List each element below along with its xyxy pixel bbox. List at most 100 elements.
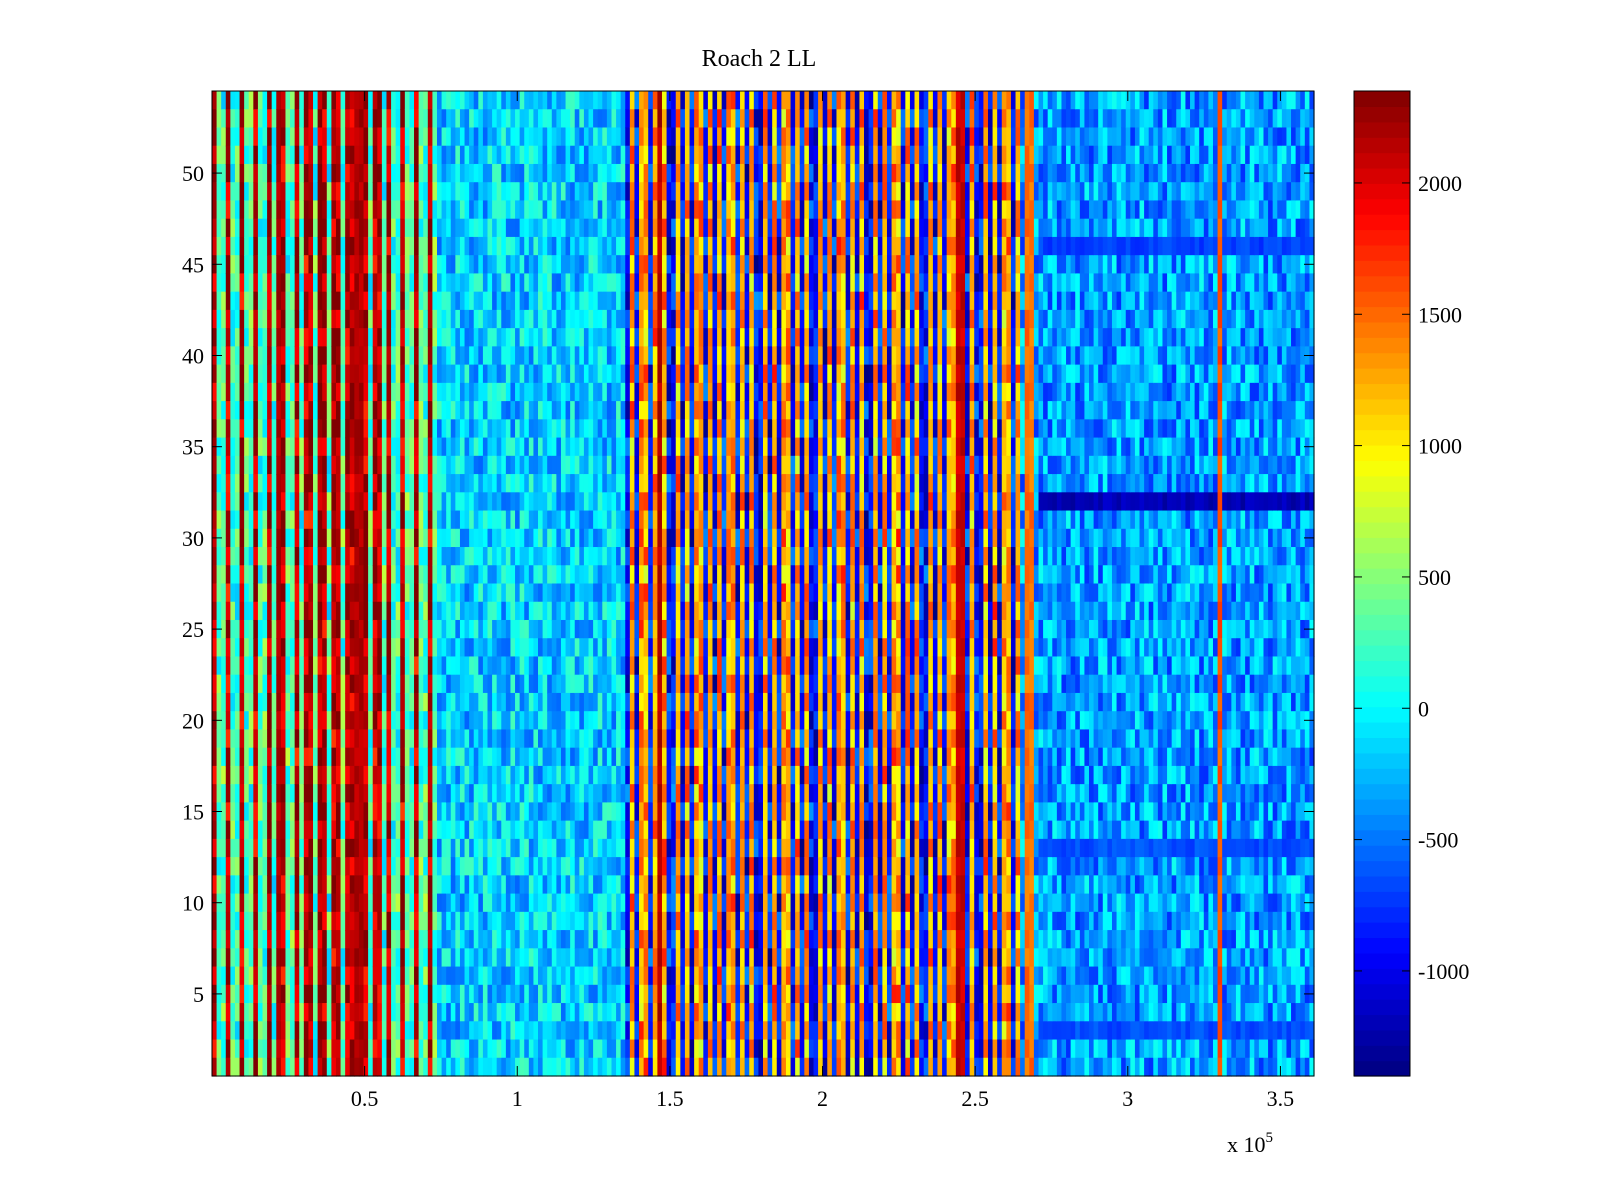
heatmap-cell [345,1057,351,1077]
heatmap-cell [294,857,300,876]
heatmap-cell [436,455,443,475]
heatmap-cell [317,91,323,110]
heatmap-cell [459,401,466,420]
heatmap-cell [395,857,401,876]
heatmap-cell [253,638,259,658]
heatmap-cell [340,309,346,329]
heatmap-cell [459,784,466,803]
heatmap-cell [303,893,310,913]
heatmap-cell [538,747,544,767]
heatmap-cell [616,966,622,986]
heatmap-cell [294,875,300,895]
heatmap-cell [634,474,640,493]
heatmap-cell [560,711,567,731]
heatmap-cell [225,474,231,493]
heatmap-cell [299,583,305,603]
heatmap-cell [418,820,424,840]
heatmap-cell [317,309,323,329]
heatmap-cell [372,218,378,238]
heatmap-cell [570,346,576,366]
heatmap-cell [372,455,378,475]
heatmap-cell [308,547,314,566]
heatmap-cell [524,565,530,585]
heatmap-cell [377,163,383,183]
heatmap-cell [294,91,300,110]
heatmap-cell [349,182,355,202]
heatmap-cell [244,747,250,767]
heatmap-cell [606,656,613,676]
heatmap-cell [414,382,420,402]
heatmap-cell [496,492,502,512]
heatmap-cell [487,674,493,694]
heatmap-cell [515,656,521,676]
heatmap-cell [400,711,406,731]
heatmap-cell [629,328,636,347]
heatmap-cell [560,109,567,129]
heatmap-cell [234,455,241,475]
heatmap-cell [381,528,388,548]
heatmap-cell [579,328,585,347]
heatmap-cell [271,674,277,694]
heatmap-cell [501,1039,507,1059]
heatmap-cell [616,802,622,822]
heatmap-cell [216,510,222,530]
heatmap-cell [331,857,337,876]
heatmap-cell [551,328,557,347]
heatmap-cell [290,601,296,621]
heatmap-cell [234,1021,241,1041]
heatmap-cell [606,273,613,293]
heatmap-cell [450,893,456,913]
heatmap-cell [267,966,273,986]
heatmap-cell [620,601,626,621]
heatmap-cell [611,729,617,749]
heatmap-cell [574,127,580,147]
heatmap-cell [501,966,507,986]
heatmap-cell [616,455,622,475]
heatmap-cell [519,182,525,202]
heatmap-cell [625,419,631,439]
heatmap-cell [313,857,319,876]
heatmap-cell [492,163,498,183]
heatmap-cell [469,711,475,731]
heatmap-cell [459,364,466,384]
heatmap-cell [519,565,525,585]
heatmap-cell [271,820,277,840]
heatmap-cell [579,820,585,840]
heatmap-cell [322,255,328,275]
heatmap-cell [505,820,512,840]
heatmap-cell [418,218,424,238]
heatmap-cell [533,601,539,621]
heatmap-cell [322,218,328,238]
heatmap-cell [446,236,452,256]
heatmap-cell [349,1039,355,1059]
heatmap-cell [501,200,507,220]
heatmap-cell [524,127,530,147]
heatmap-cell [239,820,245,840]
heatmap-cell [528,930,535,949]
heatmap-cell [629,765,636,785]
heatmap-cell [496,364,502,384]
heatmap-cell [450,565,456,585]
heatmap-cell [450,802,456,822]
heatmap-cell [441,930,447,949]
heatmap-cell [441,784,447,803]
heatmap-cell [280,91,287,110]
heatmap-cell [542,182,548,202]
heatmap-cell [395,419,401,439]
heatmap-cell [606,145,613,165]
heatmap-cell [414,1057,420,1077]
heatmap-cell [234,583,241,603]
heatmap-cell [482,638,489,658]
heatmap-cell [464,619,470,639]
heatmap-cell [482,984,489,1004]
heatmap-cell [335,729,342,749]
heatmap-cell [239,802,245,822]
heatmap-cell [459,1003,466,1022]
heatmap-cell [427,401,433,420]
heatmap-cell [547,309,553,329]
heatmap-cell [225,984,231,1004]
heatmap-cell [505,692,512,712]
heatmap-cell [455,236,461,256]
heatmap-cell [285,711,291,731]
heatmap-cell [533,455,539,475]
